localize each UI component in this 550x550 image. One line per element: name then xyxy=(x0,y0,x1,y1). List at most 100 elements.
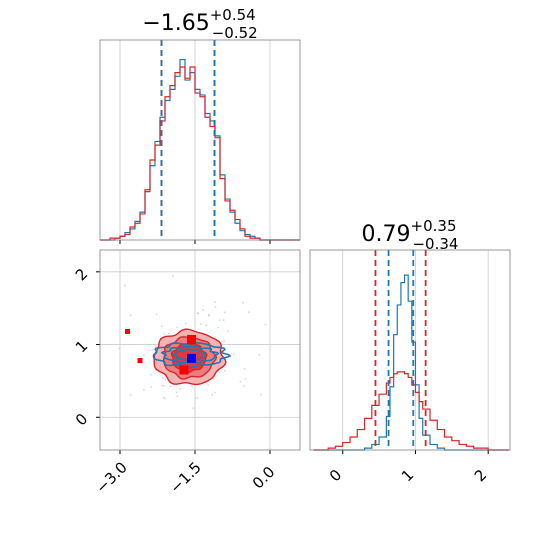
x-tick-labels: 0 1 2 xyxy=(326,466,490,485)
title-upper-error: +0.35 xyxy=(411,217,457,235)
tick-marks xyxy=(119,240,271,244)
scatter-sample xyxy=(124,284,127,287)
scatter-sample xyxy=(192,407,195,410)
scatter-sample xyxy=(169,385,171,388)
scatter-sample xyxy=(214,301,216,303)
tick-marks xyxy=(342,450,489,454)
title-upper-error: +0.54 xyxy=(210,6,256,24)
title-value: −1.65 xyxy=(142,11,209,36)
marker-point xyxy=(187,334,196,344)
scatter-sample xyxy=(223,340,225,342)
scatter-sample xyxy=(222,319,225,322)
scatter-sample xyxy=(223,369,226,372)
scatter-sample xyxy=(160,325,163,328)
panel-frame xyxy=(309,249,511,451)
panel-title: 0.79+0.35 −0.34 xyxy=(362,217,459,253)
scatter-sample xyxy=(176,395,179,398)
scatter-sample xyxy=(184,322,187,325)
scatter-sample xyxy=(179,387,182,390)
scatter-sample xyxy=(232,353,235,356)
scatter-sample xyxy=(247,311,250,313)
x-tick-label: 2 xyxy=(471,466,490,485)
scatter-sample xyxy=(129,394,132,396)
scatter-sample xyxy=(151,349,154,352)
y-tick-label: 1 xyxy=(72,337,91,356)
scatter-sample xyxy=(163,333,166,335)
scatter-sample xyxy=(143,354,145,356)
scatter-sample xyxy=(190,385,193,388)
histogram-series xyxy=(100,58,300,241)
scatter-sample xyxy=(164,397,167,400)
panel-bottom-left: 0 1 2 −3.0 −1.5 0.0 xyxy=(72,249,301,497)
blue-contour-level xyxy=(152,341,232,369)
marker-point xyxy=(137,358,143,364)
panel-title: −1.65+0.54 −0.52 xyxy=(142,6,257,42)
y-tick-label: 0 xyxy=(72,410,91,429)
scatter-sample xyxy=(244,378,247,380)
scatter-sample xyxy=(243,368,246,370)
scatter-sample xyxy=(202,308,205,311)
scatter-sample xyxy=(155,313,158,316)
x-tick-label: 0 xyxy=(326,466,345,485)
scatter-sample xyxy=(227,329,229,332)
scatter-sample xyxy=(162,396,165,399)
scatter-sample xyxy=(194,397,197,400)
scatter-sample xyxy=(163,385,165,387)
scatter-sample xyxy=(168,332,170,335)
scatter-sample xyxy=(259,393,262,396)
scatter-sample xyxy=(214,306,217,308)
panel-frame xyxy=(99,39,301,241)
title-lower-error: −0.34 xyxy=(412,235,458,253)
scatter-sample xyxy=(175,391,178,394)
scatter-sample xyxy=(239,380,242,383)
blue-density-contours xyxy=(152,341,232,369)
scatter-sample xyxy=(176,326,179,329)
scatter-sample xyxy=(171,274,174,277)
scatter-sample xyxy=(223,311,226,314)
histogram-step-line xyxy=(313,371,509,451)
quantile-lines xyxy=(374,250,427,450)
x-tick-label: 0.0 xyxy=(249,463,279,493)
scatter-sample xyxy=(196,312,199,315)
scatter-sample xyxy=(208,313,210,316)
scatter-sample xyxy=(154,345,157,348)
marker-points xyxy=(125,328,196,375)
scatter-sample xyxy=(264,323,267,326)
scatter-sample xyxy=(242,301,245,304)
x-tick-labels: −3.0 −1.5 0.0 xyxy=(92,458,278,496)
scatter-sample xyxy=(118,347,121,350)
quantile-lines xyxy=(160,40,216,240)
scatter-sample xyxy=(164,378,167,381)
scatter-sample xyxy=(214,336,216,339)
x-tick-label: 1 xyxy=(398,466,417,485)
x-tick-label: −1.5 xyxy=(166,458,204,496)
scatter-sample xyxy=(150,385,153,388)
scatter-sample xyxy=(207,384,210,386)
marker-point xyxy=(179,365,189,375)
scatter-sample xyxy=(214,391,216,394)
y-tick-label: 2 xyxy=(72,265,91,284)
scatter-sample xyxy=(205,324,208,327)
blue-contour-level xyxy=(160,345,220,365)
panel-frame xyxy=(99,249,301,451)
blue-contour-level xyxy=(171,348,206,361)
y-tick-labels: 0 1 2 xyxy=(72,265,91,429)
marker-point xyxy=(125,328,130,334)
tick-marks xyxy=(96,271,271,454)
marker-point xyxy=(187,353,196,363)
scatter-sample xyxy=(129,314,132,317)
histogram-step-line xyxy=(100,66,300,241)
x-tick-label: −3.0 xyxy=(92,458,130,496)
scatter-sample xyxy=(258,353,261,356)
scatter-sample xyxy=(150,373,152,376)
scatter-sample xyxy=(218,319,221,322)
scatter-sample xyxy=(212,377,215,380)
scatter-sample xyxy=(161,384,164,387)
scatter-sample xyxy=(148,349,151,352)
scatter-sample xyxy=(211,393,214,396)
panel-bottom-right: 0.79+0.35 −0.34 0 1 2 xyxy=(309,217,511,485)
scatter-sample xyxy=(217,326,220,329)
scatter-sample xyxy=(143,388,145,391)
scatter-sample xyxy=(196,396,199,399)
